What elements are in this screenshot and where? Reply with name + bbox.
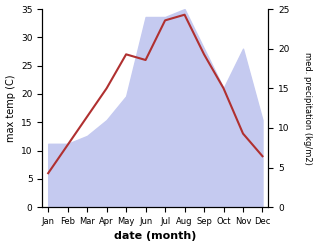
Y-axis label: med. precipitation (kg/m2): med. precipitation (kg/m2) <box>303 52 313 165</box>
X-axis label: date (month): date (month) <box>114 231 197 242</box>
Y-axis label: max temp (C): max temp (C) <box>5 74 16 142</box>
